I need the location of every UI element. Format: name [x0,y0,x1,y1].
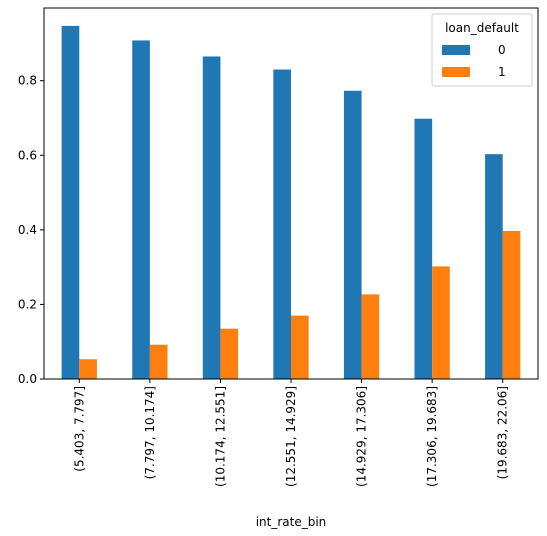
x-tick-label: (19.683, 22.06] [496,386,510,479]
x-tick-label: (5.403, 7.797] [72,386,86,472]
bar-series-0-2 [132,40,150,379]
bar-series-0-1 [61,25,80,379]
plot-frame [43,7,539,380]
bar-series-1-1 [79,359,97,379]
x-tick-label: (17.306, 19.683] [425,386,439,487]
bar-series-0-7 [485,154,503,379]
x-axis-ticks: (5.403, 7.797] (7.797, 10.174] (10.174, 12… [72,379,510,487]
x-tick-label: (12.551, 14.929] [284,386,298,487]
bar-series-0-5 [343,90,362,379]
x-tick-label: (7.797, 10.174] [143,386,157,479]
y-tick-label: 0.2 [18,297,37,311]
bar-series-0-4 [273,69,291,379]
legend-swatch-1 [442,67,470,77]
bar-series-0-3 [202,56,221,380]
y-tick-label: 0.6 [18,148,37,162]
x-tick-label: (14.929, 17.306] [355,386,369,487]
legend-label-0: 0 [498,43,506,57]
legend-entries: 01 [442,43,506,79]
bar-series-1-3 [220,328,239,379]
y-axis-ticks: 0.0 0.2 0.4 0.6 0.8 [18,74,44,386]
bar-series-1-5 [361,294,380,379]
legend: loan_default 01 [431,13,533,87]
bar-series-0-6 [414,118,433,380]
legend-swatch-0 [442,45,470,55]
y-tick-label: 0.4 [18,223,37,237]
x-axis-label: int_rate_bin [256,515,327,529]
y-tick-label: 0.0 [18,372,37,386]
x-tick-label: (10.174, 12.551] [213,386,227,487]
bars-group [61,25,521,380]
legend-title: loan_default [445,21,519,35]
bar-series-1-4 [291,315,309,379]
legend-label-1: 1 [498,65,506,79]
bar-series-1-6 [432,266,450,379]
bar-series-1-7 [502,230,521,379]
y-tick-label: 0.8 [18,74,37,88]
bar-series-1-2 [149,344,168,379]
